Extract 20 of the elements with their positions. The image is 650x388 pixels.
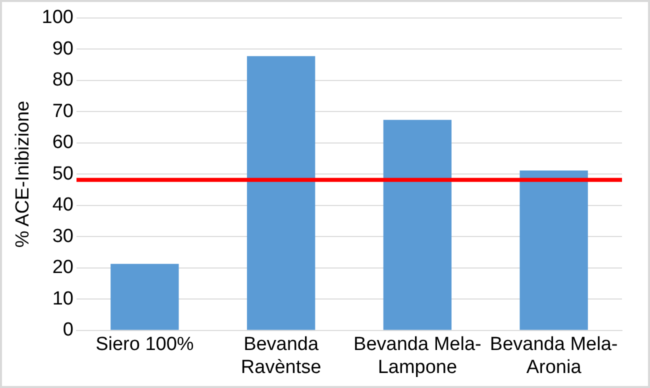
- x-tick-label: Bevanda Mela-Lampone: [354, 334, 482, 378]
- bar: [110, 264, 179, 330]
- y-tick-label: 70: [52, 100, 74, 122]
- y-tick-label: 50: [52, 163, 74, 184]
- y-tick-label: 30: [52, 226, 74, 247]
- y-axis-title: % ACE-Inibizione: [12, 100, 34, 248]
- bar: [246, 56, 316, 330]
- x-tick-label: Bevanda Ravèntse: [240, 334, 322, 378]
- y-tick-label: 100: [42, 7, 74, 28]
- y-tick-label: 90: [52, 38, 74, 60]
- y-tick-label: 0: [62, 320, 74, 341]
- bar: [383, 120, 452, 330]
- y-tick-label: 20: [52, 257, 74, 278]
- bar: [520, 170, 588, 330]
- y-tick-label: 10: [52, 288, 74, 310]
- x-tick-label: Bevanda Mela-Aronia: [490, 334, 618, 378]
- x-tick-label: Siero 100%: [96, 334, 194, 356]
- y-tick-label: 60: [52, 132, 74, 154]
- y-tick-label: 40: [52, 194, 74, 216]
- y-tick-label: 80: [52, 70, 74, 91]
